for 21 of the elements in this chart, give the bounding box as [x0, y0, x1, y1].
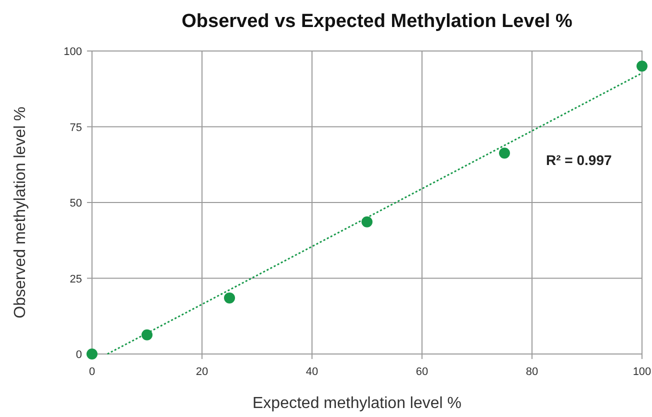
x-tick-label: 60 — [416, 366, 428, 378]
point — [499, 148, 510, 159]
x-tick-label: 100 — [632, 366, 652, 378]
y-tick-label: 50 — [70, 198, 82, 210]
annotation: R² = 0.997 — [546, 152, 612, 168]
x-tick-label: 20 — [196, 366, 208, 378]
y-tick-label: 75 — [70, 122, 82, 134]
point — [636, 60, 648, 72]
point — [224, 292, 235, 304]
x-tick-label: 40 — [306, 366, 318, 378]
point — [86, 348, 98, 360]
point — [142, 329, 152, 340]
chart-title: Observed vs Expected Methylation Level % — [182, 11, 572, 32]
y-axis-title: Observed methylation level % — [12, 106, 29, 318]
x-tick-label: 80 — [526, 366, 538, 378]
x-axis-title: Expected methylation level % — [252, 395, 462, 412]
point — [362, 216, 372, 228]
y-tick-label: 25 — [70, 273, 82, 286]
y-tick-label: 100 — [64, 46, 82, 58]
y-tick-label: 0 — [76, 349, 82, 361]
x-tick-label: 0 — [88, 366, 96, 378]
